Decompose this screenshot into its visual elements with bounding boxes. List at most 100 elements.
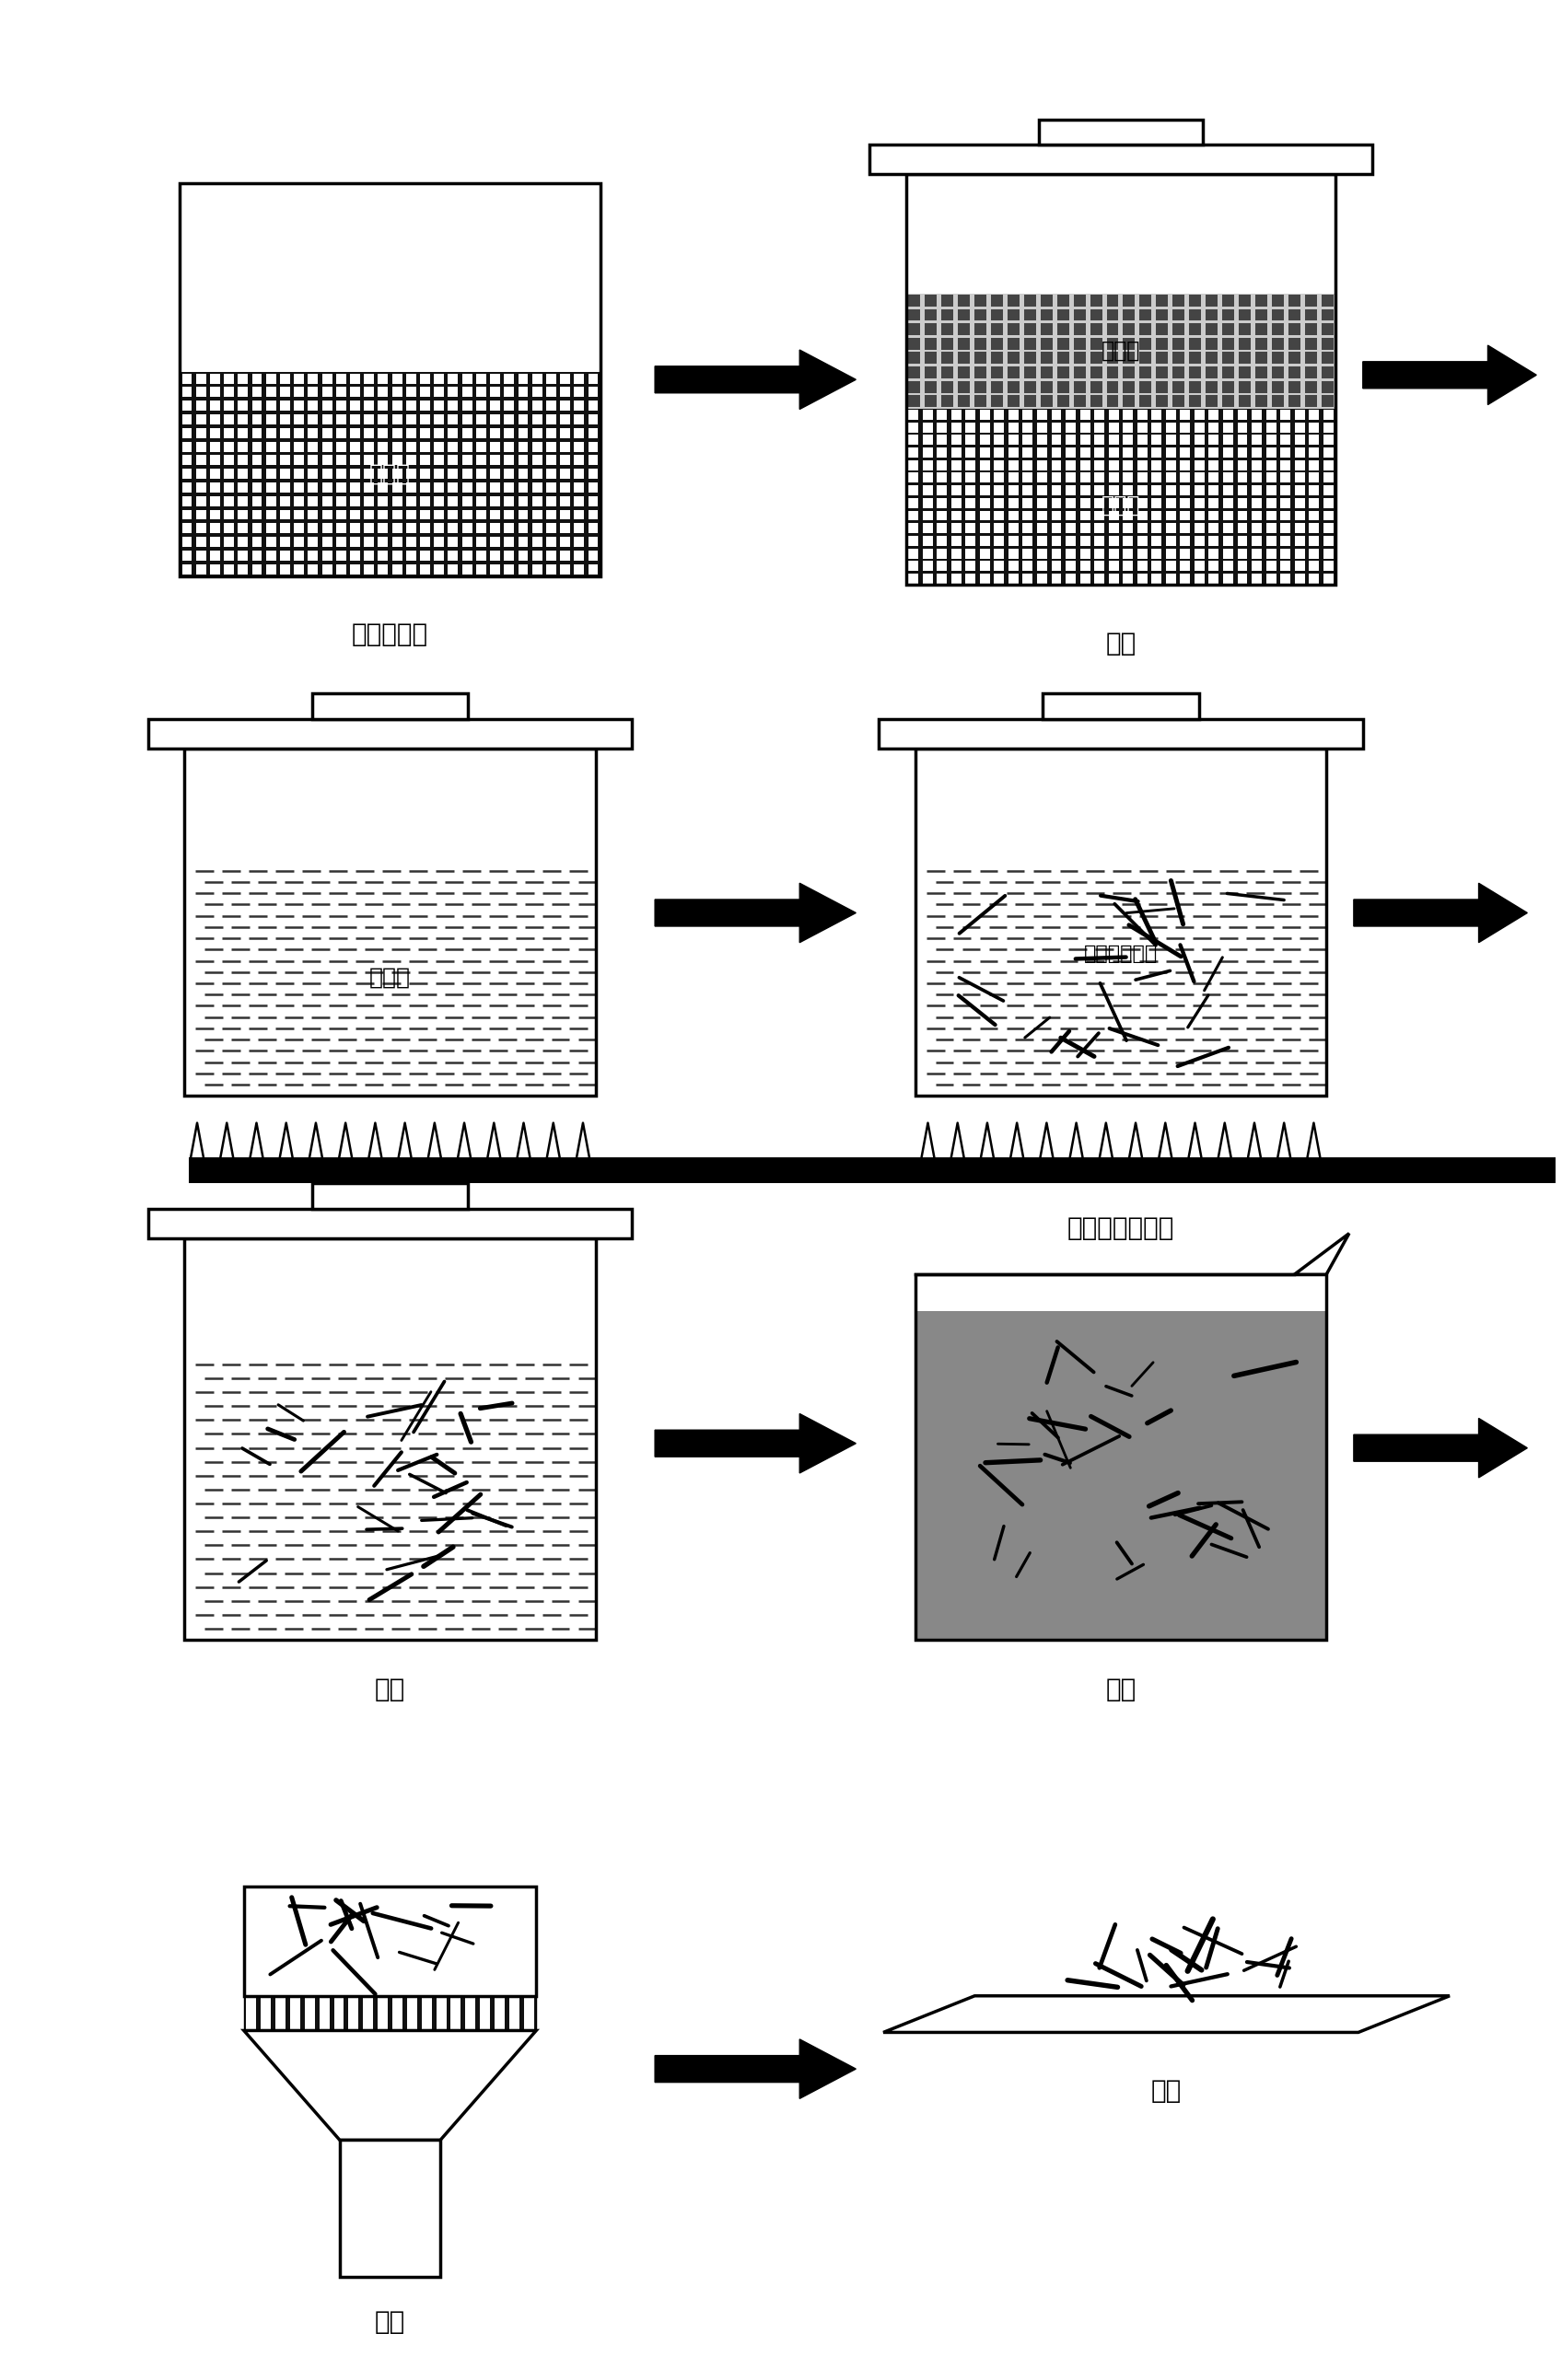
Bar (1237, 524, 1248, 533)
Bar (378, 1994, 387, 2004)
Bar (294, 443, 305, 452)
Bar (322, 509, 333, 519)
Bar (362, 2002, 373, 2011)
Bar (378, 469, 387, 478)
Bar (533, 414, 542, 424)
Bar (1079, 562, 1090, 571)
Bar (490, 538, 500, 547)
Bar (476, 538, 486, 547)
Bar (1151, 474, 1162, 483)
Bar (364, 495, 373, 507)
Bar (519, 388, 528, 397)
Bar (523, 1994, 534, 2004)
Bar (1109, 562, 1118, 571)
Bar (958, 381, 970, 393)
Bar (1323, 447, 1334, 457)
Bar (476, 564, 486, 574)
Bar (1295, 562, 1304, 571)
Bar (1195, 497, 1204, 507)
Bar (1140, 381, 1151, 393)
Bar (1323, 536, 1334, 545)
Bar (1025, 309, 1036, 321)
Bar (195, 443, 206, 452)
Bar (476, 550, 486, 562)
Bar (1237, 574, 1248, 583)
Bar (1289, 381, 1300, 393)
Bar (350, 550, 361, 562)
Bar (448, 414, 458, 424)
Bar (1079, 536, 1090, 545)
Bar (979, 436, 990, 445)
Bar (181, 414, 192, 424)
Bar (1281, 421, 1290, 433)
Text: 配料: 配料 (1106, 631, 1136, 657)
Bar (362, 2016, 373, 2025)
Bar (589, 400, 598, 412)
Bar (993, 421, 1004, 433)
Bar (1223, 574, 1232, 583)
Bar (378, 564, 387, 574)
Bar (1037, 574, 1047, 583)
Bar (181, 443, 192, 452)
Bar (378, 414, 387, 424)
Bar (575, 483, 584, 493)
Bar (1140, 338, 1151, 350)
Bar (1237, 421, 1248, 433)
Bar (266, 509, 276, 519)
Bar (1221, 367, 1234, 378)
Bar (336, 443, 347, 452)
Bar (308, 388, 319, 397)
Bar (266, 443, 276, 452)
Bar (951, 486, 961, 495)
Bar (533, 469, 542, 478)
Bar (1304, 295, 1317, 307)
Bar (1065, 474, 1076, 483)
Bar (1206, 367, 1217, 378)
Bar (209, 443, 220, 452)
Bar (879, 719, 1364, 747)
Bar (1151, 459, 1162, 471)
Bar (322, 388, 333, 397)
Bar (993, 574, 1004, 583)
Bar (1256, 324, 1267, 336)
Bar (561, 538, 570, 547)
Bar (1156, 324, 1168, 336)
Bar (480, 2016, 490, 2025)
Bar (923, 562, 933, 571)
Bar (1165, 436, 1176, 445)
Bar (1123, 447, 1132, 457)
Bar (1137, 436, 1148, 445)
Bar (1321, 381, 1332, 393)
Bar (422, 2009, 431, 2018)
Bar (1007, 338, 1020, 350)
Bar (462, 443, 472, 452)
Bar (266, 483, 276, 493)
Bar (1281, 524, 1290, 533)
Bar (181, 550, 192, 562)
Bar (1173, 367, 1184, 378)
Bar (965, 436, 976, 445)
Bar (223, 550, 234, 562)
Bar (406, 400, 415, 412)
Bar (336, 400, 347, 412)
Bar (923, 536, 933, 545)
Bar (1079, 409, 1090, 419)
Bar (561, 495, 570, 507)
Bar (1073, 352, 1086, 364)
Bar (519, 524, 528, 533)
Bar (575, 495, 584, 507)
Bar (958, 395, 970, 407)
Bar (990, 367, 1003, 378)
Bar (1040, 309, 1053, 321)
Bar (1123, 436, 1132, 445)
Bar (575, 400, 584, 412)
Bar (1304, 367, 1317, 378)
Bar (575, 550, 584, 562)
Bar (350, 455, 361, 464)
Bar (334, 1994, 344, 2004)
Bar (434, 428, 444, 438)
Bar (1009, 512, 1018, 521)
Bar (993, 486, 1004, 495)
Bar (1295, 547, 1304, 559)
Bar (476, 400, 486, 412)
